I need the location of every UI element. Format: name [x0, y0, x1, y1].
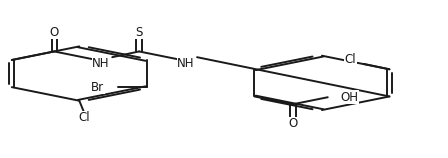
Text: NH: NH: [177, 57, 195, 70]
Text: OH: OH: [340, 91, 358, 104]
Text: NH: NH: [92, 57, 110, 70]
Text: Br: Br: [91, 81, 104, 94]
Text: Cl: Cl: [345, 53, 356, 66]
Text: S: S: [135, 26, 143, 39]
Text: O: O: [50, 26, 59, 39]
Text: O: O: [289, 117, 297, 130]
Text: Cl: Cl: [78, 111, 90, 124]
